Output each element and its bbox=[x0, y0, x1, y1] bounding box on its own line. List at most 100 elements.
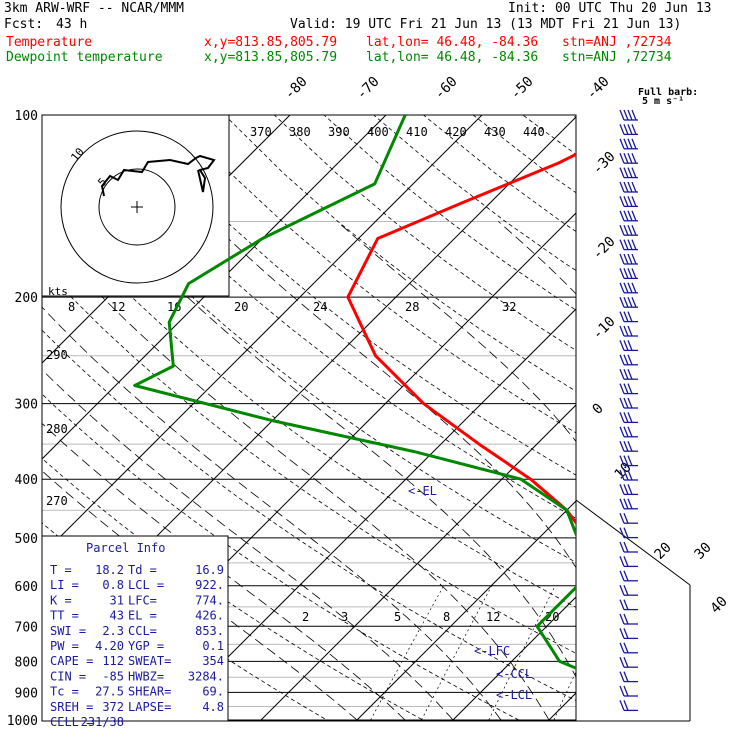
plot-border-slant bbox=[575, 499, 691, 586]
mixing-ratio-label: 5 bbox=[394, 610, 401, 624]
hodograph-ring-inner bbox=[98, 168, 176, 246]
parcel-value: 354 bbox=[202, 654, 224, 668]
wind-barb bbox=[619, 124, 638, 136]
dry-adiabat-line bbox=[522, 115, 576, 156]
forecast-hour: 43 h bbox=[56, 17, 88, 32]
wind-barb bbox=[619, 340, 638, 352]
wind-barb bbox=[619, 196, 638, 208]
wind-barb bbox=[619, 599, 638, 611]
parcel-key: HWBZ= bbox=[128, 669, 164, 683]
pressure-label: 200 bbox=[15, 291, 38, 306]
dewpoint-profile bbox=[133, 115, 576, 670]
pressure-label: 900 bbox=[15, 686, 38, 701]
parcel-value: 112 bbox=[102, 654, 124, 668]
wind-barb bbox=[619, 239, 638, 251]
mixing-ratio-line bbox=[553, 670, 576, 721]
dry-adiabat-line bbox=[572, 115, 576, 119]
wind-barb bbox=[619, 253, 638, 265]
wind-barb bbox=[619, 210, 638, 222]
dry-adiabat-line bbox=[274, 115, 576, 351]
upper-scale-label: 24 bbox=[313, 300, 327, 314]
temperature-xy: x,y=813.85,805.79 bbox=[204, 35, 338, 50]
pressure-label: 100 bbox=[15, 109, 38, 124]
isotherm-label: -20 bbox=[590, 234, 619, 263]
parcel-key: SWEAT= bbox=[128, 654, 171, 668]
dry-adiabat-line bbox=[672, 115, 740, 733]
level-marker-ccl: <-CCL bbox=[496, 667, 532, 681]
mixing-ratio-line bbox=[613, 586, 672, 720]
temperature-station: stn=ANJ ,72734 bbox=[562, 35, 672, 50]
isotherm-line bbox=[356, 500, 576, 721]
hodograph-trace bbox=[100, 154, 216, 197]
dry-adiabat-line bbox=[423, 115, 576, 232]
wind-barb bbox=[619, 613, 638, 625]
pressure-label: 800 bbox=[15, 655, 38, 670]
plot-border bbox=[41, 114, 577, 722]
parcel-key: YGP = bbox=[128, 639, 164, 653]
theta-label: 410 bbox=[406, 125, 428, 139]
parcel-key: SWI = bbox=[50, 624, 86, 638]
dewpoint-station: stn=ANJ ,72734 bbox=[562, 50, 672, 65]
theta-label: 430 bbox=[484, 125, 506, 139]
parcel-value: 2.3 bbox=[102, 624, 124, 638]
dry-adiabat-label: 270 bbox=[46, 494, 68, 508]
wind-barb bbox=[619, 397, 638, 409]
isotherm-label: 30 bbox=[692, 540, 715, 563]
theta-label: 420 bbox=[445, 125, 467, 139]
pressure-label: 700 bbox=[15, 620, 38, 635]
parcel-value: -85 bbox=[102, 669, 124, 683]
isotherm-line bbox=[645, 115, 740, 720]
parcel-key: CAPE = bbox=[50, 654, 93, 668]
upper-scale-label: 32 bbox=[502, 300, 516, 314]
parcel-value: 16.9 bbox=[195, 563, 224, 577]
upper-scale-label: 8 bbox=[68, 300, 75, 314]
dry-adiabat-label: 280 bbox=[46, 422, 68, 436]
wind-barb bbox=[619, 656, 638, 668]
parcel-value: 4.8 bbox=[202, 700, 224, 714]
theta-label: 440 bbox=[523, 125, 545, 139]
dry-adiabat-line bbox=[42, 329, 576, 702]
parcel-key: CELL = bbox=[50, 715, 93, 729]
wind-barb bbox=[619, 426, 638, 438]
temperature-latlon: lat,lon= 46.48, -84.36 bbox=[366, 35, 539, 50]
level-marker-lcl: <-LCL bbox=[496, 688, 532, 702]
dry-adiabat-line bbox=[42, 265, 576, 654]
dry-adiabat-line bbox=[622, 115, 740, 733]
isotherm-label: -10 bbox=[590, 314, 619, 343]
isotherm-label: -60 bbox=[432, 74, 461, 103]
pressure-label: 1000 bbox=[7, 714, 38, 729]
pressure-label: 400 bbox=[15, 473, 38, 488]
pressure-label: 300 bbox=[15, 398, 38, 413]
isotherm-line bbox=[260, 404, 576, 721]
wind-barb bbox=[619, 671, 638, 683]
wind-barb bbox=[619, 469, 638, 481]
parcel-key: EL = bbox=[128, 609, 157, 623]
dewpoint-latlon: lat,lon= 46.48, -84.36 bbox=[366, 50, 539, 65]
level-marker-el: <-EL bbox=[408, 484, 437, 498]
parcel-key: Tc = bbox=[50, 685, 79, 699]
wind-barb bbox=[619, 224, 638, 236]
parcel-value: 774. bbox=[195, 593, 224, 607]
isotherm-line bbox=[42, 115, 483, 556]
upper-scale-label: 12 bbox=[111, 300, 125, 314]
parcel-value: 31 bbox=[110, 593, 124, 607]
pressure-label: 500 bbox=[15, 532, 38, 547]
parcel-info-title: Parcel Info bbox=[86, 541, 165, 555]
dry-adiabat-line bbox=[124, 115, 576, 476]
parcel-info-box bbox=[41, 535, 229, 722]
isotherm-line bbox=[548, 692, 576, 721]
isotherm-line bbox=[452, 596, 576, 721]
dry-adiabat-line bbox=[42, 393, 522, 721]
dry-adiabat-line bbox=[174, 115, 576, 434]
wind-barb bbox=[619, 556, 638, 568]
mixing-ratio-label: 3 bbox=[341, 610, 348, 624]
moist-adiabat-line bbox=[111, 221, 576, 678]
isotherm-label: -50 bbox=[508, 74, 537, 103]
parcel-key: Td = bbox=[128, 563, 157, 577]
moist-adiabat-line bbox=[42, 306, 502, 721]
wind-barb bbox=[619, 383, 638, 395]
wind-barb bbox=[619, 700, 638, 712]
barb-key-label: Full barb: bbox=[638, 87, 698, 98]
temperature-profile bbox=[346, 152, 576, 526]
